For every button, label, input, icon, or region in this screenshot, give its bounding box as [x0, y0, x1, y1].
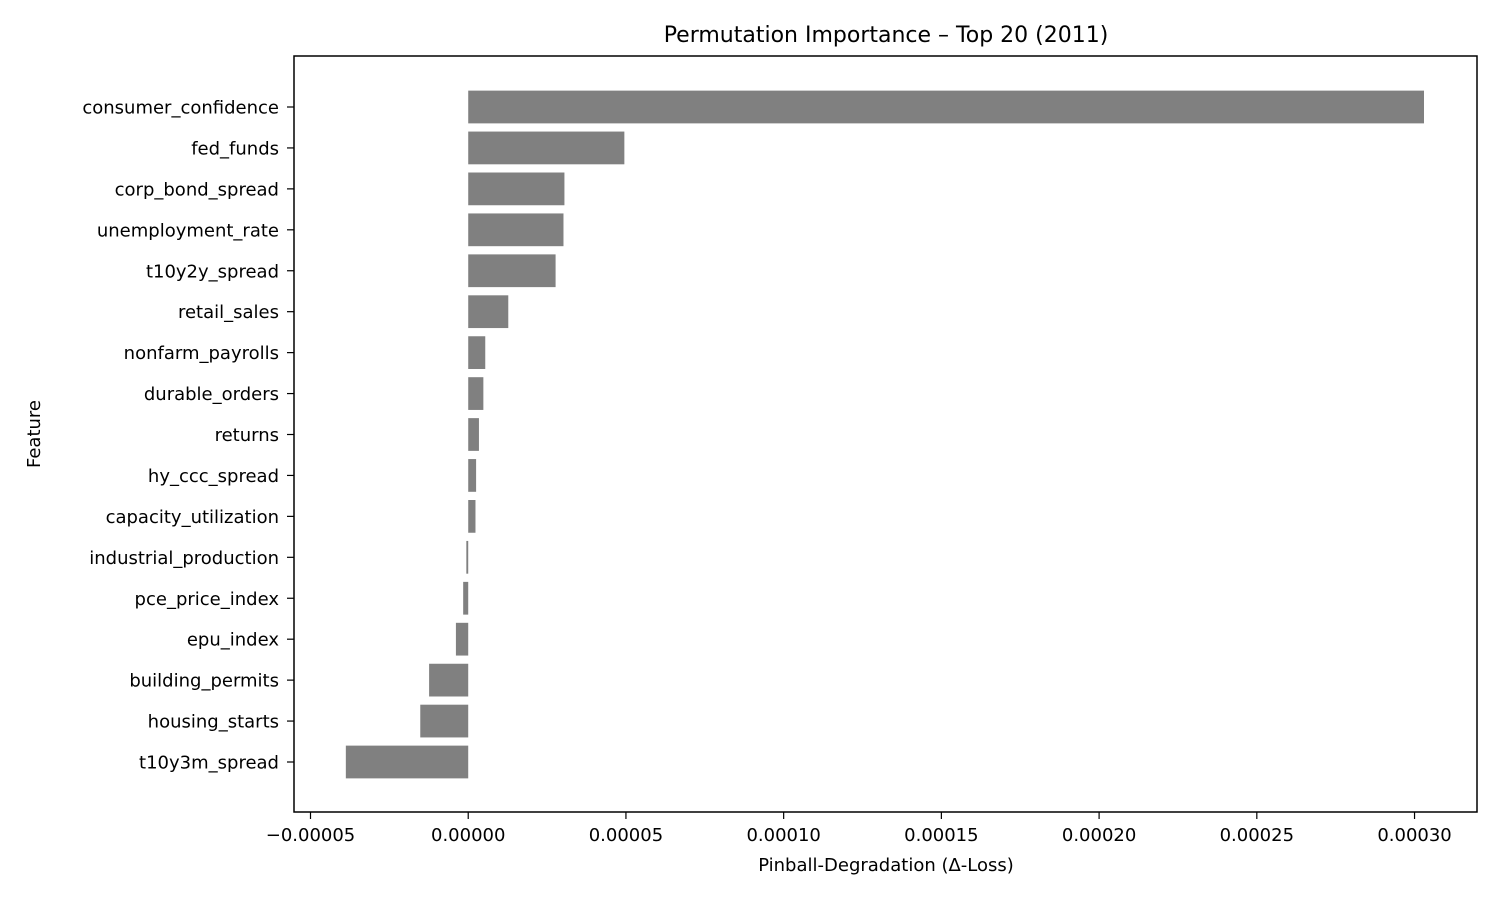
y-tick-label: unemployment_rate	[97, 220, 279, 241]
bar-durable_orders	[468, 377, 484, 410]
bar-fed_funds	[468, 131, 625, 165]
y-tick-label: fed_funds	[191, 138, 279, 159]
y-tick-label: durable_orders	[144, 384, 279, 405]
bar-pce_price_index	[463, 581, 469, 615]
y-tick-label: industrial_production	[89, 548, 279, 569]
y-tick-label: consumer_confidence	[82, 98, 279, 119]
bar-epu_index	[455, 622, 469, 656]
x-axis-ticks: −0.00005 0.00000 0.00005 0.00010 0.00015 0.00…	[266, 812, 1452, 846]
y-tick-label: corp_bond_spread	[115, 179, 279, 200]
bar-consumer_confidence	[468, 90, 1424, 124]
y-axis-label: Feature	[24, 400, 45, 468]
bar-nonfarm_payrolls	[468, 336, 486, 369]
bar-returns	[468, 418, 479, 451]
x-tick-label: 0.00025	[1220, 825, 1294, 846]
bar-industrial_production	[466, 540, 469, 574]
bar-retail_sales	[468, 295, 509, 329]
bar-hy_ccc_spread	[468, 459, 477, 492]
y-tick-label: building_permits	[129, 671, 279, 692]
x-tick-label: 0.00020	[1062, 825, 1136, 846]
bar-unemployment_rate	[468, 213, 564, 247]
x-tick-label: 0.00030	[1377, 825, 1451, 846]
bar-corp_bond_spread	[468, 172, 565, 206]
y-tick-label: retail_sales	[178, 302, 279, 323]
x-axis-label: Pinball-Degradation (Δ-Loss)	[758, 855, 1014, 876]
y-tick-label: housing_starts	[148, 712, 279, 733]
y-tick-label: hy_ccc_spread	[148, 466, 279, 487]
y-tick-label: t10y3m_spread	[139, 753, 279, 774]
y-tick-label: returns	[215, 425, 279, 446]
y-tick-label: capacity_utilization	[106, 507, 279, 528]
y-tick-label: pce_price_index	[135, 589, 280, 610]
bar-building_permits	[429, 663, 469, 697]
x-tick-label: −0.00005	[266, 825, 356, 846]
bar-capacity_utilization	[468, 500, 476, 533]
x-tick-label: 0.00010	[746, 825, 820, 846]
y-tick-label: epu_index	[187, 630, 280, 651]
bar-housing_starts	[420, 704, 469, 738]
x-tick-label: 0.00005	[589, 825, 663, 846]
y-tick-label: nonfarm_payrolls	[124, 343, 279, 364]
chart-title: Permutation Importance – Top 20 (2011)	[664, 23, 1109, 48]
x-tick-label: 0.00000	[431, 825, 505, 846]
bar-t10y2y_spread	[468, 254, 556, 288]
bars-layer	[345, 90, 1424, 779]
x-tick-label: 0.00015	[904, 825, 978, 846]
y-tick-label: t10y2y_spread	[146, 261, 279, 282]
bar-t10y3m_spread	[345, 745, 469, 779]
y-axis-ticks: consumer_confidence fed_funds corp_bond_sp…	[82, 98, 294, 774]
